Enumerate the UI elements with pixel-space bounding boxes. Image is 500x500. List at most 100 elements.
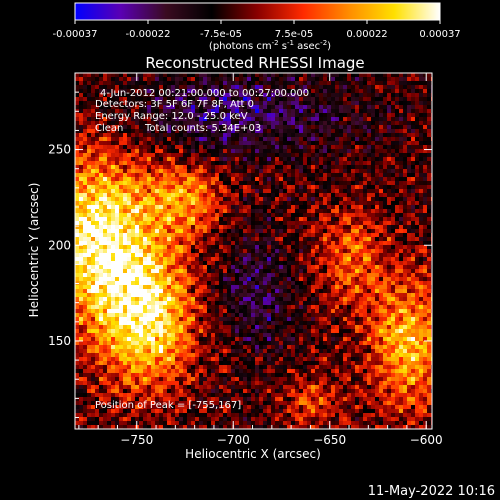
heatmap-pixel (271, 101, 276, 106)
heatmap-pixel (291, 189, 296, 194)
heatmap-pixel (371, 125, 376, 130)
heatmap-pixel (147, 169, 152, 174)
heatmap-pixel (407, 281, 412, 286)
heatmap-pixel (95, 293, 100, 298)
heatmap-pixel (207, 197, 212, 202)
heatmap-pixel (423, 97, 428, 102)
heatmap-pixel (311, 93, 316, 98)
heatmap-pixel (139, 285, 144, 290)
heatmap-pixel (187, 205, 192, 210)
heatmap-pixel (115, 133, 120, 138)
heatmap-pixel (419, 93, 424, 98)
heatmap-pixel (399, 261, 404, 266)
heatmap-pixel (119, 109, 124, 114)
heatmap-pixel (215, 213, 220, 218)
heatmap-pixel (283, 133, 288, 138)
heatmap-pixel (203, 229, 208, 234)
heatmap-pixel (419, 77, 424, 82)
heatmap-pixel (399, 285, 404, 290)
heatmap-pixel (203, 153, 208, 158)
heatmap-pixel (207, 137, 212, 142)
heatmap-pixel (79, 101, 84, 106)
heatmap-pixel (331, 169, 336, 174)
heatmap-pixel (167, 161, 172, 166)
heatmap-pixel (95, 189, 100, 194)
heatmap-pixel (327, 105, 332, 110)
heatmap-pixel (423, 153, 428, 158)
heatmap-pixel (283, 181, 288, 186)
heatmap-pixel (103, 89, 108, 94)
heatmap-pixel (279, 229, 284, 234)
heatmap-pixel (407, 185, 412, 190)
heatmap-pixel (259, 113, 264, 118)
heatmap-pixel (339, 177, 344, 182)
heatmap-pixel (247, 177, 252, 182)
heatmap-pixel (379, 241, 384, 246)
heatmap-pixel (187, 73, 192, 78)
heatmap-pixel (183, 181, 188, 186)
heatmap-pixel (199, 81, 204, 86)
heatmap-pixel (103, 193, 108, 198)
heatmap-pixel (383, 105, 388, 110)
heatmap-pixel (127, 273, 132, 278)
heatmap-pixel (139, 173, 144, 178)
heatmap-pixel (419, 197, 424, 202)
heatmap-pixel (139, 185, 144, 190)
heatmap-pixel (291, 209, 296, 214)
heatmap-pixel (283, 217, 288, 222)
heatmap-pixel (367, 133, 372, 138)
heatmap-pixel (147, 85, 152, 90)
heatmap-pixel (263, 117, 268, 122)
heatmap-pixel (347, 141, 352, 146)
heatmap-pixel (135, 137, 140, 142)
heatmap-pixel (179, 293, 184, 298)
heatmap-pixel (195, 217, 200, 222)
heatmap-pixel (119, 73, 124, 78)
heatmap-pixel (287, 105, 292, 110)
heatmap-pixel (287, 173, 292, 178)
heatmap-pixel (151, 169, 156, 174)
heatmap-pixel (423, 73, 428, 78)
heatmap-pixel (119, 213, 124, 218)
heatmap-pixel (135, 289, 140, 294)
heatmap-pixel (127, 181, 132, 186)
heatmap-pixel (75, 81, 80, 86)
heatmap-pixel (411, 241, 416, 246)
heatmap-pixel (403, 205, 408, 210)
heatmap-pixel (199, 205, 204, 210)
heatmap-pixel (223, 157, 228, 162)
heatmap-pixel (307, 261, 312, 266)
heatmap-pixel (395, 277, 400, 282)
heatmap-pixel (375, 157, 380, 162)
heatmap-pixel (235, 105, 240, 110)
heatmap-pixel (279, 285, 284, 290)
heatmap-pixel (159, 93, 164, 98)
heatmap-pixel (247, 141, 252, 146)
heatmap-pixel (375, 153, 380, 158)
heatmap-pixel (423, 265, 428, 270)
heatmap-pixel (323, 197, 328, 202)
heatmap-pixel (427, 189, 432, 194)
heatmap-pixel (219, 117, 224, 122)
heatmap-pixel (87, 137, 92, 142)
heatmap-pixel (203, 269, 208, 274)
heatmap-pixel (291, 145, 296, 150)
heatmap-pixel (95, 245, 100, 250)
heatmap-pixel (379, 77, 384, 82)
heatmap-pixel (343, 253, 348, 258)
heatmap-pixel (131, 181, 136, 186)
heatmap-pixel (267, 185, 272, 190)
heatmap-pixel (319, 237, 324, 242)
heatmap-pixel (163, 193, 168, 198)
heatmap-pixel (415, 233, 420, 238)
heatmap-pixel (331, 197, 336, 202)
heatmap-pixel (103, 125, 108, 130)
heatmap-pixel (271, 205, 276, 210)
heatmap-pixel (391, 85, 396, 90)
heatmap-pixel (383, 253, 388, 258)
heatmap-pixel (299, 193, 304, 198)
heatmap-pixel (303, 277, 308, 282)
heatmap-pixel (171, 113, 176, 118)
heatmap-pixel (135, 237, 140, 242)
heatmap-pixel (363, 285, 368, 290)
